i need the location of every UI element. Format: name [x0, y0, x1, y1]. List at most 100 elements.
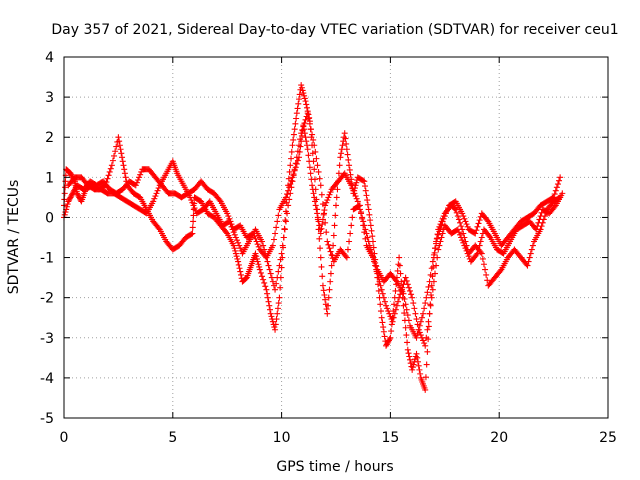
data-point [436, 242, 443, 249]
data-point [380, 324, 387, 331]
data-point [255, 261, 262, 268]
data-point [455, 229, 462, 236]
data-point [434, 235, 441, 242]
data-point [118, 150, 125, 157]
data-point [421, 305, 428, 312]
data-point [265, 298, 272, 305]
data-point [454, 226, 461, 233]
data-point [343, 140, 350, 147]
data-point [260, 242, 267, 249]
data-point [333, 202, 339, 209]
data-point [133, 179, 140, 186]
data-point [236, 265, 243, 272]
data-point [396, 254, 403, 261]
data-point [317, 245, 324, 252]
data-point [259, 273, 266, 280]
data-point [235, 258, 242, 265]
data-point [111, 152, 118, 159]
data-point [332, 212, 339, 219]
data-point [464, 250, 471, 257]
data-point [403, 306, 410, 313]
data-point [303, 142, 310, 149]
x-tick-label: 0 [60, 430, 69, 446]
data-point [344, 246, 351, 253]
data-point [483, 271, 490, 278]
data-point [362, 226, 369, 233]
data-point [402, 274, 409, 281]
data-point [261, 279, 268, 286]
data-point [61, 190, 68, 197]
data-point [272, 321, 279, 328]
data-point [350, 187, 357, 194]
data-point [312, 148, 319, 155]
data-point [303, 101, 310, 108]
data-point [273, 224, 280, 231]
data-point [190, 212, 197, 219]
data-point [227, 221, 234, 228]
chart-title: Day 357 of 2021, Sidereal Day-to-day VTE… [51, 22, 618, 38]
data-point [264, 258, 271, 265]
data-point [417, 370, 424, 377]
data-point [347, 230, 354, 237]
data-point [229, 226, 236, 233]
data-point [476, 242, 483, 249]
data-point [414, 358, 421, 365]
data-point [412, 310, 419, 317]
data-point [428, 265, 435, 272]
data-point [152, 193, 159, 200]
data-point [325, 302, 332, 309]
data-point [343, 146, 350, 153]
data-point [232, 250, 239, 257]
x-tick-label: 25 [599, 430, 617, 446]
data-point [254, 258, 261, 265]
data-point [254, 241, 261, 248]
data-point [269, 278, 276, 285]
data-point [429, 258, 436, 265]
data-point [429, 286, 436, 293]
data-point [390, 314, 397, 321]
data-point [274, 274, 281, 281]
data-point [321, 291, 328, 298]
data-point [277, 256, 284, 263]
data-point [352, 193, 359, 200]
data-point [381, 333, 388, 340]
data-point [308, 176, 315, 183]
data-point [108, 162, 115, 169]
data-point [353, 179, 360, 186]
data-point [264, 294, 271, 301]
data-point [263, 286, 270, 293]
data-point [484, 277, 491, 284]
data-point [284, 191, 291, 198]
data-point [304, 146, 311, 153]
data-point [320, 287, 327, 294]
data-point [346, 238, 353, 245]
data-point [301, 92, 308, 99]
data-point [270, 236, 277, 243]
data-point [62, 184, 69, 191]
data-point [237, 245, 244, 252]
data-point [230, 229, 237, 236]
data-point [338, 150, 345, 157]
data-point [256, 266, 263, 273]
y-axis-label: SDTVAR / TECUs [6, 180, 22, 295]
data-point [371, 258, 378, 265]
data-point [314, 210, 321, 217]
data-point [116, 142, 123, 149]
y-axis-ticks: -5 -4 -3 -2 -1 0 1 2 3 4 [40, 50, 608, 427]
data-point [314, 162, 321, 169]
data-point [276, 294, 283, 301]
data-point [396, 262, 403, 269]
data-point [317, 182, 324, 189]
data-point [399, 284, 406, 291]
data-point [424, 289, 431, 296]
data-point [316, 222, 323, 229]
data-point [323, 229, 330, 236]
data-point [345, 156, 352, 163]
data-point [284, 210, 291, 217]
data-point [457, 219, 464, 226]
data-point [461, 215, 468, 222]
data-point [535, 219, 542, 226]
data-point [62, 209, 69, 216]
data-point [414, 354, 421, 361]
data-point [155, 225, 162, 232]
